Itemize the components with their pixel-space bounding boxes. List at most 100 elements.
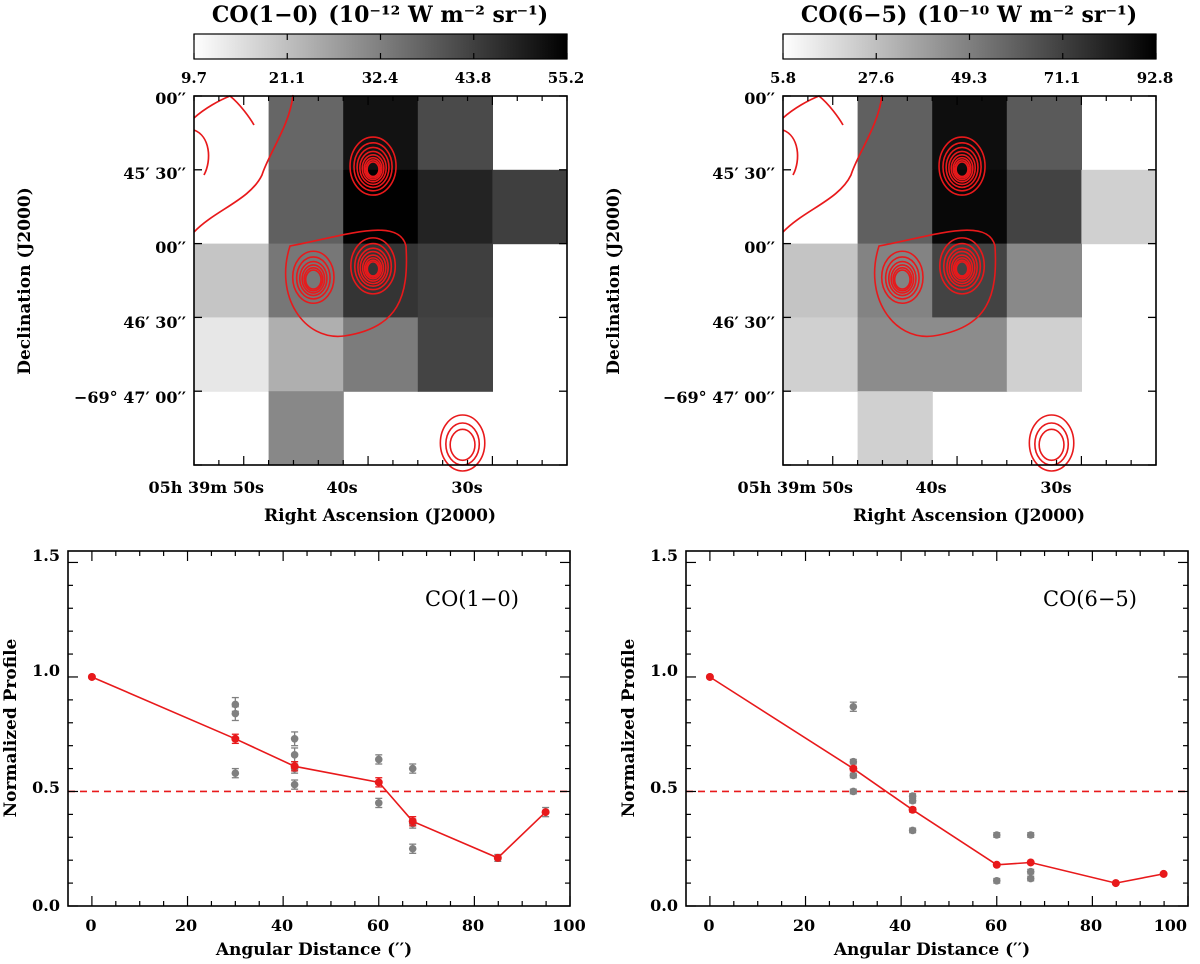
y-tick-label: 1.5 (32, 546, 60, 565)
y-tick-label: 45′ 30′′ (123, 164, 186, 183)
contour-line (955, 161, 969, 178)
map-x-tick-labels-co65: 05h 39m 50s 40s 30s (737, 478, 1071, 497)
x-tick-label: 40s (915, 478, 946, 497)
x-tick-label: 60 (367, 916, 389, 935)
y-tick-label: 1.0 (650, 661, 678, 680)
profile-y-tick-labels-co10: 0.0 0.5 1.0 1.5 (32, 546, 60, 915)
map-cell (194, 317, 270, 392)
profile-xlabel-co65: Angular Distance (′′) (833, 940, 1030, 960)
y-tick-label: 46′ 30′′ (712, 313, 775, 332)
map-xlabel-co65: Right Ascension (J2000) (853, 506, 1085, 526)
map-panel-co65: CO(6−5) (10⁻¹⁰ W m⁻² sr⁻¹) 5.8 27.6 49.3 … (604, 2, 1173, 526)
data-point (231, 769, 240, 777)
profile-x-tick-labels-co10: 0 20 40 60 80 100 (85, 916, 585, 935)
map-x-tick-labels-co10: 05h 39m 50s 40s 30s (148, 478, 482, 497)
profile-ylabel-co10: Normalized Profile (1, 638, 21, 817)
colorbar-label: 21.1 (269, 69, 306, 87)
mean-point (493, 853, 502, 862)
profile-xlabel-co10: Angular Distance (′′) (215, 940, 412, 960)
map-cell (194, 243, 270, 318)
x-tick-label: 05h 39m 50s (148, 478, 264, 497)
map-contours-co10 (193, 94, 486, 472)
map-cell (783, 243, 859, 318)
contour-line (349, 136, 397, 196)
x-tick-label: 80 (462, 916, 484, 935)
x-tick-label: 100 (552, 916, 585, 935)
data-point (231, 709, 240, 718)
profile-ticks-co65 (686, 551, 1189, 907)
colorbar-label: 5.8 (770, 69, 796, 87)
profile-ylabel-co65: Normalized Profile (619, 638, 639, 817)
map-cell (1006, 317, 1082, 392)
map-y-tick-labels-co65: 00′′ 45′ 30′′ 00′′ 46′ 30′′ −69° 47′ 00′… (663, 89, 775, 407)
contour-line (301, 264, 326, 294)
map-cell (417, 317, 493, 392)
y-tick-label: 00′′ (155, 89, 186, 108)
map-cell (857, 96, 933, 171)
map-cell (417, 96, 493, 171)
x-tick-label: 100 (1154, 916, 1187, 935)
colorbar-label: 55.2 (548, 69, 585, 87)
map-cell (857, 317, 933, 392)
map-cell (1006, 169, 1082, 245)
contour-line (350, 237, 397, 295)
x-tick-label: 0 (703, 916, 714, 935)
map-cell (1006, 243, 1082, 318)
x-tick-label: 40 (889, 916, 911, 935)
contour-line (295, 256, 331, 300)
profile-ticks-co10 (68, 551, 571, 907)
mean-point (992, 860, 1001, 869)
mean-point (908, 805, 917, 814)
y-tick-label: −69° 47′ 00′′ (663, 388, 775, 407)
y-tick-label: 00′′ (744, 89, 775, 108)
colorbar-title-co65: CO(6−5) (10⁻¹⁰ W m⁻² sr⁻¹) (801, 2, 1137, 28)
map-y-tick-labels-co10: 00′′ 45′ 30′′ 00′′ 46′ 30′′ −69° 47′ 00′… (74, 89, 186, 407)
contour-line (890, 264, 915, 294)
contour-line (893, 269, 911, 290)
y-tick-label: 0.0 (650, 896, 678, 915)
contour-line (880, 250, 924, 305)
data-point (290, 751, 299, 759)
mean-profile-line (709, 676, 1164, 884)
data-point (992, 877, 1001, 885)
mean-point (87, 672, 96, 681)
contour-line (359, 150, 388, 186)
contour-line (950, 254, 974, 282)
map-ticks-co65 (782, 95, 1157, 466)
profile-panel-label-co10: CO(1−0) (425, 587, 519, 611)
contour-line (359, 250, 387, 285)
contour-line (1038, 428, 1065, 462)
data-point (908, 796, 917, 805)
contour-line (304, 269, 322, 290)
contour-line (955, 261, 969, 277)
contour-line (357, 247, 389, 287)
x-tick-label: 60 (985, 916, 1007, 935)
contour-line (887, 260, 917, 297)
map-cell (268, 96, 344, 171)
contour-line (298, 260, 328, 297)
map-cell (268, 391, 344, 466)
mean-point (849, 764, 858, 773)
x-tick-label: 20 (175, 916, 197, 935)
data-point (849, 787, 858, 796)
contour-line (942, 142, 982, 192)
data-point (1026, 831, 1035, 839)
contour-line (948, 250, 976, 285)
colorbar-label: 71.1 (1044, 69, 1081, 87)
x-tick-label: 20 (793, 916, 815, 935)
map-cell (1081, 169, 1157, 245)
data-point (1026, 867, 1035, 876)
mean-point (408, 817, 417, 826)
profile-marks-co10 (68, 672, 570, 862)
contour-line (363, 156, 383, 181)
contour-line (952, 156, 972, 181)
data-point (849, 757, 858, 766)
profile-x-tick-labels-co65: 0 20 40 60 80 100 (703, 916, 1187, 935)
mean-point (1026, 858, 1035, 867)
contour-line (942, 242, 982, 291)
y-tick-label: 1.5 (650, 546, 678, 565)
colorbar-title-co10: CO(1−0) (10⁻¹² W m⁻² sr⁻¹) (212, 2, 548, 28)
map-cell (932, 317, 1008, 392)
colorbar-label: 27.6 (858, 69, 895, 87)
profile-marks-co65 (686, 672, 1188, 888)
